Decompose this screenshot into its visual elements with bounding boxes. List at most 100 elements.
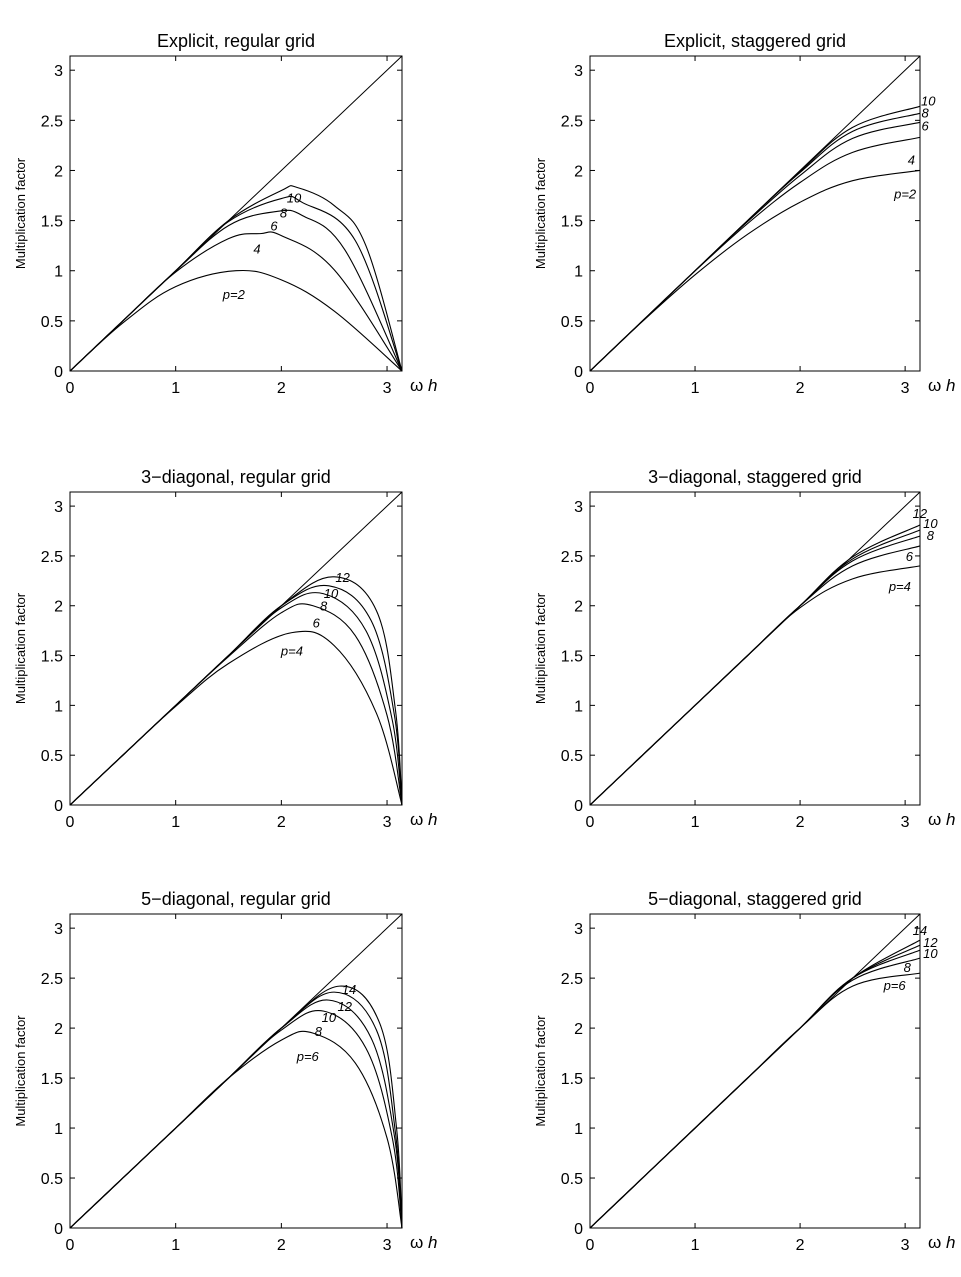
y-tick-label: 0.5 — [41, 1171, 63, 1188]
curve-label: 12 — [338, 999, 353, 1014]
x-tick-label: 2 — [277, 814, 286, 831]
y-tick-label: 0 — [54, 364, 63, 381]
y-tick-label: 1.5 — [561, 214, 583, 231]
curve-label: 12 — [913, 506, 928, 521]
y-axis-label: Multiplication factor — [13, 157, 28, 269]
x-axis-label: ω h — [928, 376, 955, 395]
x-tick-label: 0 — [66, 814, 75, 831]
series-line-p-4 — [69, 630, 403, 806]
y-tick-label: 2 — [54, 1021, 63, 1038]
y-tick-label: 2.5 — [41, 549, 63, 566]
panel-title: 3−diagonal, regular grid — [141, 467, 331, 487]
axes-box — [69, 913, 403, 1229]
series-line-p-6 — [589, 972, 921, 1229]
y-tick-label: 2.5 — [561, 113, 583, 130]
y-tick-label: 1.5 — [561, 1071, 583, 1088]
y-tick-label: 1 — [574, 1121, 583, 1138]
y-axis-label: Multiplication factor — [533, 157, 548, 269]
y-tick-label: 1.5 — [41, 1071, 63, 1088]
series-line-10 — [589, 105, 921, 372]
curve-label: 12 — [335, 570, 350, 585]
x-tick-label: 3 — [901, 1237, 910, 1254]
x-tick-label: 3 — [901, 814, 910, 831]
y-tick-label: 0.5 — [561, 1171, 583, 1188]
y-tick-label: 0.5 — [561, 314, 583, 331]
x-tick-label: 0 — [66, 1237, 75, 1254]
series-line-10 — [69, 185, 403, 372]
y-tick-label: 1 — [574, 264, 583, 281]
series-line-8 — [69, 1009, 403, 1229]
series-line-10 — [69, 584, 403, 806]
y-tick-label: 1.5 — [561, 649, 583, 666]
panel-1: Explicit, regular grid 0 1 2 3 0 0.5 1 1.5 2 2.5 3 ω… — [13, 31, 437, 397]
y-tick-label: 0 — [574, 798, 583, 815]
x-tick-label: 3 — [383, 814, 392, 831]
x-axis-label: ω h — [410, 1233, 437, 1252]
curve-label: 10 — [921, 93, 936, 108]
x-tick-label: 0 — [66, 380, 75, 397]
panel-2: Explicit, staggered grid 0 1 2 3 0 0.5 1 1.5 2 2.5… — [533, 31, 955, 397]
series-line-p-2 — [589, 169, 921, 372]
panel-title: 5−diagonal, regular grid — [141, 889, 331, 909]
curve-label: 4 — [908, 152, 915, 167]
panel-title: 5−diagonal, staggered grid — [648, 889, 862, 909]
y-tick-label: 1 — [54, 698, 63, 715]
series-line-p-2 — [69, 269, 403, 372]
y-tick-label: 2 — [574, 163, 583, 180]
panel-title: Explicit, staggered grid — [664, 31, 846, 51]
curve-label: p=2 — [222, 287, 246, 302]
curve-label: 6 — [270, 219, 278, 234]
curve-label: 14 — [913, 923, 927, 938]
curve-label: 8 — [280, 206, 288, 221]
y-tick-label: 3 — [574, 921, 583, 938]
curve-label: 10 — [322, 1010, 337, 1025]
curve-label: p=4 — [888, 579, 911, 594]
x-axis-label: ω h — [928, 1233, 955, 1252]
y-tick-label: 3 — [54, 499, 63, 516]
series-line-10 — [589, 529, 921, 806]
series-line-8 — [589, 957, 921, 1229]
curve-label: 8 — [927, 528, 935, 543]
x-axis-label: ω h — [410, 810, 437, 829]
y-tick-label: 1 — [574, 698, 583, 715]
series-line-12 — [69, 991, 403, 1229]
series-line-10 — [69, 999, 403, 1229]
curve-label: 10 — [923, 946, 938, 961]
series-line-12 — [589, 524, 921, 806]
series-line-p-4 — [589, 565, 921, 806]
curve-label: 6 — [906, 549, 914, 564]
x-tick-label: 2 — [796, 814, 805, 831]
x-tick-label: 1 — [691, 1237, 700, 1254]
series-line-6 — [69, 603, 403, 806]
curve-label: 8 — [921, 105, 929, 120]
series-line-8 — [589, 112, 921, 372]
y-tick-label: 2 — [54, 599, 63, 616]
panel-title: Explicit, regular grid — [157, 31, 315, 51]
series-line-6 — [589, 121, 921, 372]
axes-box — [69, 491, 403, 806]
y-tick-label: 1.5 — [41, 649, 63, 666]
y-tick-label: 1 — [54, 1121, 63, 1138]
x-tick-label: 2 — [796, 1237, 805, 1254]
curve-label: 6 — [921, 118, 929, 133]
curve-label: 12 — [923, 935, 938, 950]
axes-box — [589, 55, 921, 372]
series-line-8 — [69, 195, 403, 372]
x-tick-label: 1 — [691, 814, 700, 831]
panel-title: 3−diagonal, staggered grid — [648, 467, 862, 487]
curve-label: 6 — [313, 616, 321, 631]
axes-box — [69, 55, 403, 372]
axes-box — [589, 491, 921, 806]
x-tick-label: 1 — [171, 1237, 180, 1254]
curve-label: p=4 — [280, 644, 303, 659]
x-axis-label: ω h — [410, 376, 437, 395]
y-tick-label: 1.5 — [41, 214, 63, 231]
curve-label: 8 — [320, 599, 328, 614]
y-axis-label: Multiplication factor — [13, 592, 28, 704]
x-axis-label: ω h — [928, 810, 955, 829]
y-tick-label: 0.5 — [41, 314, 63, 331]
curve-label: 10 — [324, 586, 339, 601]
